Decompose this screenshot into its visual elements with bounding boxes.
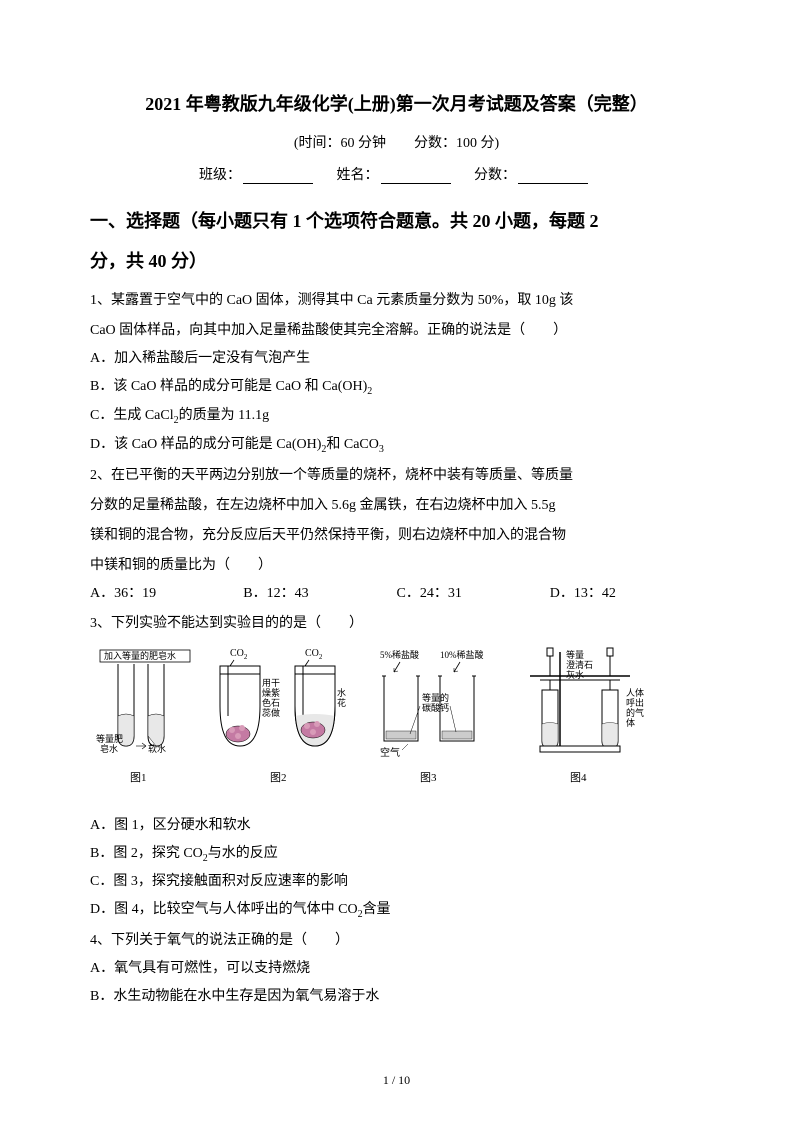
q1-c-pre: C．生成 CaCl [90,408,174,423]
q1-line2: CaO 固体样品，向其中加入足量稀盐酸使其完全溶解。正确的说法是（ ） [90,317,703,345]
q1-opt-a: A．加入稀盐酸后一定没有气泡产生 [90,345,703,373]
svg-text:图2: 图2 [270,771,287,784]
svg-text:加入等量的肥皂水: 加入等量的肥皂水 [104,650,176,661]
q2-line1: 2、在已平衡的天平两边分别放一个等质量的烧杯，烧杯中装有等质量、等质量 [90,462,703,490]
q2-line4: 中镁和铜的质量比为（ ） [90,552,703,580]
svg-text:等量: 等量 [566,649,584,660]
section-heading-line2: 分，共 40 分） [90,242,703,282]
svg-text:用干: 用干 [262,678,280,688]
q1-opt-c: C．生成 CaCl2的质量为 11.1g [90,402,703,431]
q1-b-pre: B．该 CaO 样品的成分可能是 CaO 和 Ca(OH) [90,379,367,394]
q3-opt-a: A．图 1，区分硬水和软水 [90,812,703,840]
q1-opt-b: B．该 CaO 样品的成分可能是 CaO 和 Ca(OH)2 [90,373,703,402]
q4-opt-a: A．氧气具有可燃性，可以支持燃烧 [90,955,703,983]
svg-text:皂水: 皂水 [100,743,118,754]
svg-text:蕊做: 蕊做 [262,707,280,718]
q3-opt-d: D．图 4，比较空气与人体呼出的气体中 CO2含量 [90,896,703,925]
q2-options: A．36：19 B．12：43 C．24：31 D．13：42 [90,580,703,608]
fig4-svg: 等量 澄清石 灰水 人体 呼出 的气 体 图4 [530,648,644,784]
svg-text:花: 花 [337,697,346,708]
q1-d-sub2: 3 [379,444,384,455]
q1-opt-d: D．该 CaO 样品的成分可能是 Ca(OH)2和 CaCO3 [90,431,703,460]
q1-d-pre: D．该 CaO 样品的成分可能是 Ca(OH) [90,437,321,452]
svg-text:图4: 图4 [570,771,587,784]
q2-opt-d: D．13：42 [550,580,703,608]
section-heading-line1: 一、选择题（每小题只有 1 个选项符合题意。共 20 小题，每题 2 [90,202,703,242]
svg-text:呼出: 呼出 [626,697,644,708]
svg-text:澄清石: 澄清石 [566,659,593,670]
fig1-svg: 加入等量的肥皂水 等量肥 皂水 软水 图1 [96,650,190,784]
page-title: 2021 年粤教版九年级化学(上册)第一次月考试题及答案（完整） [90,90,703,116]
score-blank [518,170,588,184]
svg-text:人体: 人体 [626,687,644,698]
svg-text:软水: 软水 [148,743,166,754]
svg-text:图3: 图3 [420,771,437,784]
svg-text:水: 水 [337,687,346,698]
exam-subtitle: (时间：60 分钟 分数：100 分) [90,132,703,152]
q1-d-mid: 和 CaCO [326,437,379,452]
q3-opt-c: C．图 3，探究接触面积对反应速率的影响 [90,868,703,896]
q2-opt-b: B．12：43 [243,580,396,608]
q3-b-post: 与水的反应 [208,846,278,861]
q2-line3: 镁和铜的混合物，充分反应后天平仍然保持平衡，则右边烧杯中加入的混合物 [90,522,703,550]
svg-text:等量肥: 等量肥 [96,733,123,744]
svg-text:体: 体 [626,717,635,728]
svg-text:碳酸钙: 碳酸钙 [422,702,449,713]
page-number: 1 / 10 [0,1073,793,1088]
svg-text:色石: 色石 [262,697,280,708]
svg-text:等量的: 等量的 [422,692,449,703]
q1-line1: 1、某露置于空气中的 CaO 固体，测得其中 Ca 元素质量分数为 50%，取 … [90,287,703,315]
q1-c-post: 的质量为 11.1g [179,408,269,423]
svg-text:的气: 的气 [626,707,644,718]
q3-diagram: 加入等量的肥皂水 等量肥 皂水 软水 图1 CO2 [90,646,703,806]
score-label: 分数： [474,168,516,183]
name-label: 姓名： [337,168,379,183]
svg-text:CO2: CO2 [230,648,248,661]
q3-d-post: 含量 [363,902,391,917]
svg-text:空气: 空气 [380,746,400,759]
svg-text:CO2: CO2 [305,648,323,661]
section-heading: 一、选择题（每小题只有 1 个选项符合题意。共 20 小题，每题 2 分，共 4… [90,202,703,281]
q3-b-pre: B．图 2，探究 CO [90,846,203,861]
svg-text:5%稀盐酸: 5%稀盐酸 [380,649,419,660]
q3-d-pre: D．图 4，比较空气与人体呼出的气体中 CO [90,902,358,917]
q4-stem: 4、下列关于氧气的说法正确的是（ ） [90,927,703,955]
class-label: 班级： [199,168,241,183]
class-blank [243,170,313,184]
fig2-svg: CO2 用干 燥紫 色石 蕊做 CO2 [220,648,346,784]
name-blank [381,170,451,184]
svg-text:图1: 图1 [130,771,147,784]
q3-opt-b: B．图 2，探究 CO2与水的反应 [90,840,703,869]
q4-opt-b: B．水生动物能在水中生存是因为氧气易溶于水 [90,983,703,1011]
svg-text:灰水: 灰水 [566,669,584,680]
q2-opt-a: A．36：19 [90,580,243,608]
q2-line2: 分数的足量稀盐酸，在左边烧杯中加入 5.6g 金属铁，在右边烧杯中加入 5.5g [90,492,703,520]
q1-b-sub: 2 [367,386,372,397]
fig3-svg: 5%稀盐酸 10%稀盐酸 等量的 碳酸钙 空气 图3 [380,649,484,784]
svg-text:10%稀盐酸: 10%稀盐酸 [440,649,484,660]
svg-text:燥紫: 燥紫 [262,688,280,698]
info-row: 班级： 姓名： 分数： [90,164,703,184]
q2-opt-c: C．24：31 [397,580,550,608]
q3-stem: 3、下列实验不能达到实验目的的是（ ） [90,610,703,638]
